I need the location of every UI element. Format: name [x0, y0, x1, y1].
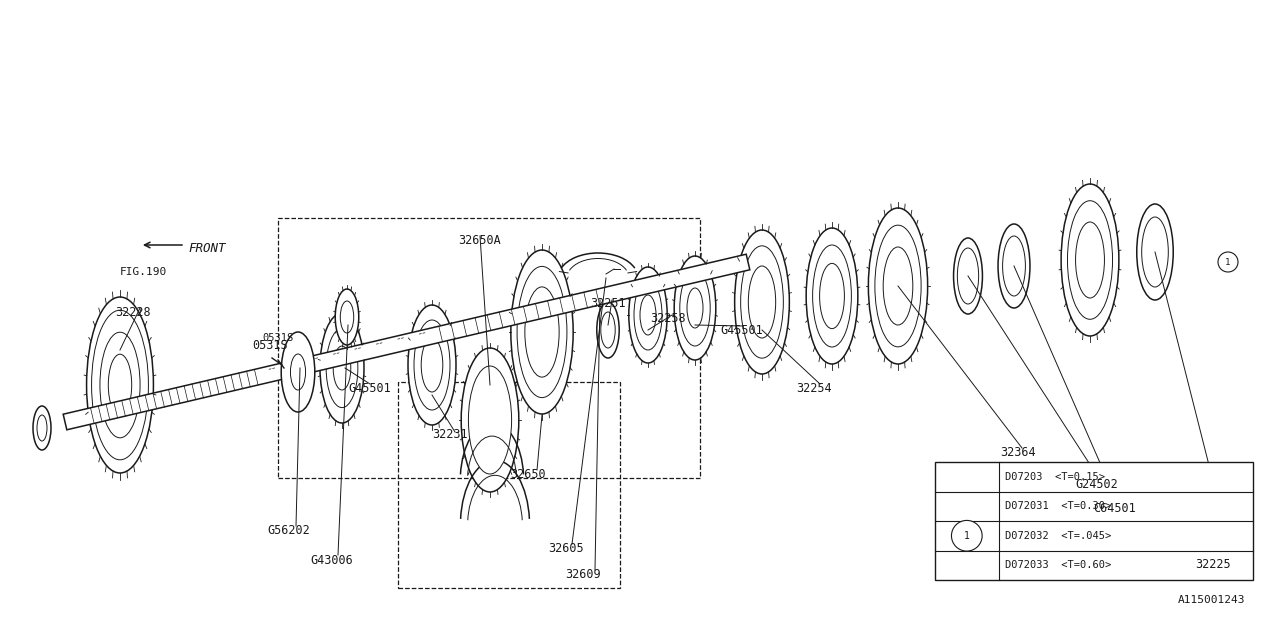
Text: 32228: 32228: [115, 305, 151, 319]
Text: 0531S: 0531S: [262, 333, 293, 343]
Ellipse shape: [282, 332, 315, 412]
Ellipse shape: [876, 225, 922, 347]
Ellipse shape: [92, 310, 148, 460]
Text: 32254: 32254: [796, 381, 832, 394]
Ellipse shape: [735, 230, 790, 374]
Ellipse shape: [461, 348, 518, 492]
Bar: [934, 462, 1253, 580]
Ellipse shape: [413, 320, 451, 410]
Text: G45501: G45501: [721, 323, 763, 337]
Text: G45501: G45501: [348, 381, 390, 394]
Text: 0531S: 0531S: [252, 339, 288, 351]
Ellipse shape: [109, 354, 132, 416]
Ellipse shape: [600, 312, 616, 348]
Ellipse shape: [1075, 222, 1105, 298]
Ellipse shape: [408, 305, 456, 425]
Ellipse shape: [680, 270, 710, 346]
Bar: [278, 218, 700, 478]
Ellipse shape: [517, 266, 567, 397]
Ellipse shape: [33, 406, 51, 450]
Ellipse shape: [468, 366, 512, 474]
Text: D072033  <T=0.60>: D072033 <T=0.60>: [1005, 560, 1111, 570]
Ellipse shape: [1061, 184, 1119, 336]
Text: 32251: 32251: [590, 296, 626, 310]
Ellipse shape: [806, 228, 858, 364]
Circle shape: [951, 520, 982, 551]
Ellipse shape: [954, 238, 983, 314]
Ellipse shape: [628, 267, 667, 363]
Ellipse shape: [1137, 204, 1174, 300]
Ellipse shape: [326, 328, 358, 408]
Text: 1: 1: [964, 531, 970, 541]
Text: D072031  <T=0.30>: D072031 <T=0.30>: [1005, 501, 1111, 511]
Text: 32650: 32650: [509, 468, 545, 481]
Text: 32225: 32225: [1196, 559, 1230, 572]
Text: FRONT: FRONT: [188, 241, 225, 255]
Text: G24502: G24502: [1075, 477, 1117, 490]
Ellipse shape: [640, 295, 657, 335]
Ellipse shape: [291, 354, 306, 390]
Ellipse shape: [957, 248, 979, 304]
Text: 32605: 32605: [548, 541, 584, 554]
Text: FIG.190: FIG.190: [120, 267, 168, 277]
Text: 32231: 32231: [433, 429, 467, 442]
Ellipse shape: [320, 313, 364, 423]
Ellipse shape: [675, 256, 716, 360]
Text: G43006: G43006: [310, 554, 353, 566]
Ellipse shape: [340, 301, 353, 333]
Text: G56202: G56202: [268, 524, 310, 536]
Ellipse shape: [525, 287, 559, 377]
Ellipse shape: [1068, 201, 1112, 319]
Text: 32364: 32364: [1000, 445, 1036, 458]
Ellipse shape: [883, 247, 913, 325]
Ellipse shape: [819, 264, 845, 329]
Ellipse shape: [87, 297, 154, 473]
Text: C64501: C64501: [1093, 502, 1135, 515]
Text: 32609: 32609: [564, 568, 600, 582]
Ellipse shape: [1142, 217, 1169, 287]
Circle shape: [1219, 252, 1238, 272]
Ellipse shape: [1002, 236, 1025, 296]
Ellipse shape: [741, 246, 783, 358]
Text: A115001243: A115001243: [1178, 595, 1245, 605]
Ellipse shape: [998, 224, 1030, 308]
Ellipse shape: [813, 245, 851, 347]
Ellipse shape: [868, 208, 928, 364]
Text: D07203  <T=0.15>: D07203 <T=0.15>: [1005, 472, 1105, 482]
Ellipse shape: [511, 250, 573, 414]
Ellipse shape: [634, 280, 662, 350]
Text: 32650A: 32650A: [458, 234, 500, 246]
Ellipse shape: [687, 288, 703, 328]
Ellipse shape: [335, 289, 358, 345]
Polygon shape: [63, 254, 750, 430]
Text: 1: 1: [1225, 257, 1230, 266]
Ellipse shape: [333, 346, 351, 390]
Ellipse shape: [37, 415, 47, 441]
Bar: [398, 382, 620, 588]
Text: D072032  <T=.045>: D072032 <T=.045>: [1005, 531, 1111, 541]
Ellipse shape: [596, 302, 620, 358]
Text: 32258: 32258: [650, 312, 686, 324]
Ellipse shape: [749, 266, 776, 338]
Ellipse shape: [421, 338, 443, 392]
Ellipse shape: [100, 332, 140, 438]
